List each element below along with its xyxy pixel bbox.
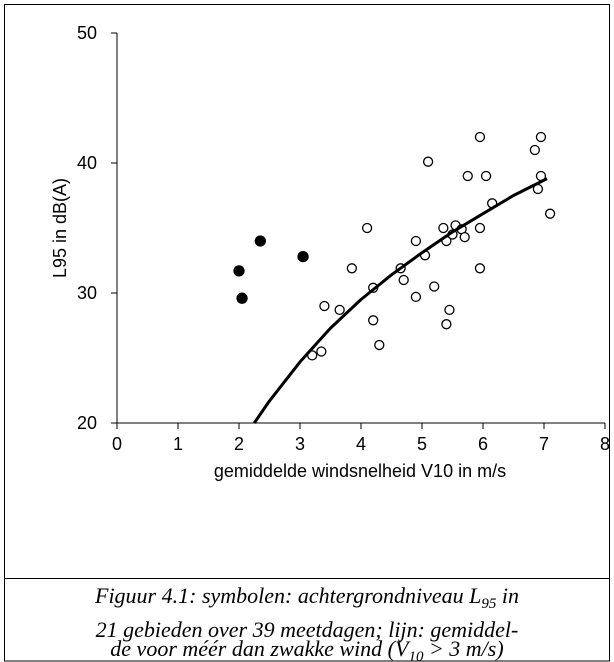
point: [410, 291, 422, 303]
x-tick-label: 8: [600, 434, 610, 454]
chart-frame: [4, 4, 610, 579]
point: [398, 274, 409, 286]
y-tick-label: 40: [77, 153, 97, 173]
point: [529, 144, 540, 156]
point: [319, 300, 330, 312]
point: [346, 263, 358, 274]
y-axis-label: L95 in dB(A): [50, 178, 70, 278]
point: [410, 235, 422, 247]
x-tick-label: 5: [417, 434, 427, 454]
point: [429, 281, 440, 292]
caption-line: Figuur 4.1: symbolen: achtergrondniveau …: [94, 583, 519, 612]
point: [316, 346, 327, 357]
x-tick-label: 4: [356, 434, 366, 454]
caption: Figuur 4.1: symbolen: achtergrondniveau …: [94, 583, 519, 662]
x-tick-label: 0: [112, 434, 122, 454]
point: [462, 170, 473, 182]
point: [438, 222, 449, 234]
caption-text: Figuur 4.1: symbolen: achtergrondniveau …: [94, 583, 481, 608]
point: [254, 235, 267, 247]
y-tick-label: 30: [77, 283, 97, 303]
point: [236, 292, 248, 304]
point: [474, 131, 486, 143]
point: [459, 231, 470, 243]
point: [544, 208, 556, 219]
point: [444, 304, 455, 316]
point: [474, 222, 486, 234]
caption-text: > 3 m/s): [423, 636, 503, 661]
x-axis-label: gemiddelde windsnelheid V10 in m/s: [214, 461, 506, 481]
caption-subscript: 10: [408, 649, 424, 662]
caption-frame: [4, 578, 610, 662]
x-tick-label: 1: [173, 434, 183, 454]
point: [422, 156, 434, 167]
caption-text: 21 gebieden over 39 meetdagen; lijn: gem…: [96, 617, 519, 642]
caption-text: in: [496, 583, 519, 608]
point: [441, 319, 452, 330]
caption-text: de voor méér dan zwakke wind (V: [110, 636, 411, 661]
x-tick-label: 3: [295, 434, 305, 454]
point: [480, 170, 492, 182]
caption-line: de voor méér dan zwakke wind (V10 > 3 m/…: [110, 636, 503, 662]
y-tick-label: 50: [77, 23, 97, 43]
point: [535, 131, 547, 143]
caption-line: 21 gebieden over 39 meetdagen; lijn: gem…: [96, 617, 519, 642]
point: [297, 250, 309, 263]
point: [368, 315, 379, 326]
point: [361, 222, 373, 234]
point: [233, 265, 245, 277]
point: [474, 263, 486, 274]
y-tick-label: 20: [77, 413, 97, 433]
x-tick-label: 6: [478, 434, 488, 454]
point: [374, 339, 385, 351]
caption-subscript: 95: [481, 596, 497, 612]
x-tick-label: 2: [234, 434, 244, 454]
x-tick-label: 7: [539, 434, 549, 454]
fit-line: [253, 177, 548, 424]
point: [334, 304, 345, 316]
